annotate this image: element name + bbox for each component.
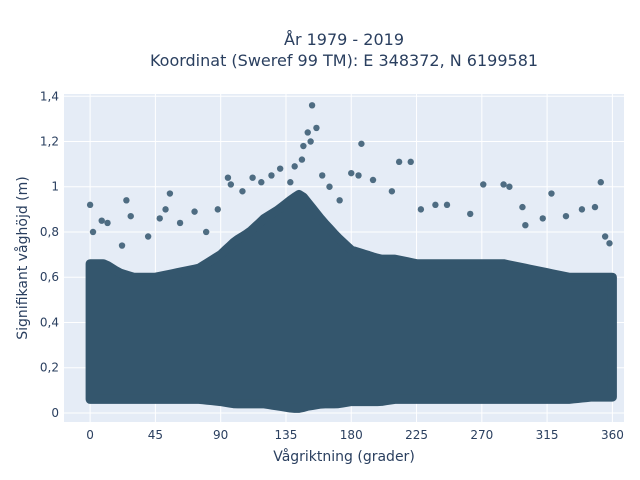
y-axis-label: Signifikant våghöjd (m) xyxy=(14,176,31,339)
x-tick-label: 315 xyxy=(536,428,559,442)
scatter-point xyxy=(336,197,343,204)
dense-point-cloud xyxy=(85,189,617,413)
y-axis-ticks: 0 0,2 0,4 0,6 0,8 1 1,2 1,4 xyxy=(40,89,59,420)
scatter-point xyxy=(202,228,210,236)
scatter-point xyxy=(224,174,232,181)
chart-subtitle: Koordinat (Sweref 99 TM): E 348372, N 61… xyxy=(150,51,538,70)
x-axis-ticks: 0 45 90 135 180 225 270 315 360 xyxy=(86,428,624,442)
scatter-point xyxy=(98,217,105,224)
scatter-point xyxy=(123,197,130,204)
scatter-point xyxy=(304,129,311,136)
scatter-point xyxy=(597,179,604,186)
scatter-point xyxy=(249,174,256,181)
scatter-point xyxy=(104,219,111,227)
y-tick-label: 1 xyxy=(51,180,59,194)
scatter-point xyxy=(313,124,320,132)
scatter-point xyxy=(300,142,307,150)
scatter-point xyxy=(239,188,246,195)
scatter-point xyxy=(214,206,221,213)
scatter-point xyxy=(176,219,184,227)
x-tick-label: 0 xyxy=(86,428,94,442)
scatter-point xyxy=(307,138,314,145)
scatter-point xyxy=(348,169,355,177)
scatter-cloud xyxy=(85,189,617,413)
y-tick-label: 1,2 xyxy=(40,135,59,149)
scatter-point xyxy=(562,212,570,220)
y-tick-label: 0,6 xyxy=(40,270,59,284)
x-tick-label: 45 xyxy=(148,428,163,442)
x-axis-label: Vågriktning (grader) xyxy=(273,448,415,465)
y-tick-label: 0,4 xyxy=(40,315,59,329)
x-tick-label: 180 xyxy=(340,428,363,442)
scatter-point xyxy=(127,212,134,220)
scatter-point xyxy=(166,190,174,197)
scatter-point xyxy=(287,179,294,186)
scatter-point xyxy=(258,179,265,186)
scatter-point xyxy=(358,140,365,147)
scatter-point xyxy=(86,201,94,209)
scatter-point xyxy=(319,172,326,179)
scatter-point xyxy=(156,215,163,222)
chart-title: År 1979 - 2019 xyxy=(284,30,404,49)
y-tick-label: 0,8 xyxy=(40,225,59,239)
scatter-point xyxy=(480,181,487,188)
scatter-point xyxy=(118,242,126,249)
scatter-point xyxy=(417,206,425,213)
scatter-point xyxy=(467,210,474,218)
scatter-point xyxy=(443,201,451,209)
y-tick-label: 0 xyxy=(51,406,59,420)
scatter-point xyxy=(388,188,396,195)
scatter-point xyxy=(298,156,306,163)
scatter-point xyxy=(144,233,152,240)
scatter-point xyxy=(355,172,362,179)
x-tick-label: 225 xyxy=(405,428,428,442)
scatter-point xyxy=(291,163,298,170)
scatter-point xyxy=(162,206,169,213)
scatter-point xyxy=(578,206,586,213)
scatter-point xyxy=(601,233,609,240)
x-tick-label: 360 xyxy=(601,428,624,442)
scatter-point xyxy=(268,172,275,179)
scatter-point xyxy=(89,228,97,236)
scatter-point xyxy=(369,176,377,184)
scatter-point xyxy=(276,165,284,172)
scatter-point xyxy=(606,240,613,247)
scatter-point xyxy=(539,215,546,222)
x-tick-label: 270 xyxy=(470,428,493,442)
x-tick-label: 135 xyxy=(275,428,298,442)
y-tick-label: 0,2 xyxy=(40,361,59,375)
scatter-points xyxy=(86,102,613,249)
scatter-point xyxy=(407,158,414,166)
scatter-point xyxy=(326,183,333,190)
scatter-point xyxy=(519,203,526,211)
scatter-point xyxy=(500,181,507,188)
x-tick-label: 90 xyxy=(213,428,228,442)
scatter-point xyxy=(308,102,316,109)
scatter-point xyxy=(191,208,198,215)
scatter-point xyxy=(591,203,599,211)
scatter-point xyxy=(506,183,513,190)
scatter-point xyxy=(432,201,439,209)
scatter-point xyxy=(227,181,235,188)
y-tick-label: 1,4 xyxy=(40,89,59,103)
scatter-point xyxy=(522,222,529,229)
scatter-point xyxy=(395,158,403,166)
scatter-point xyxy=(548,190,555,197)
